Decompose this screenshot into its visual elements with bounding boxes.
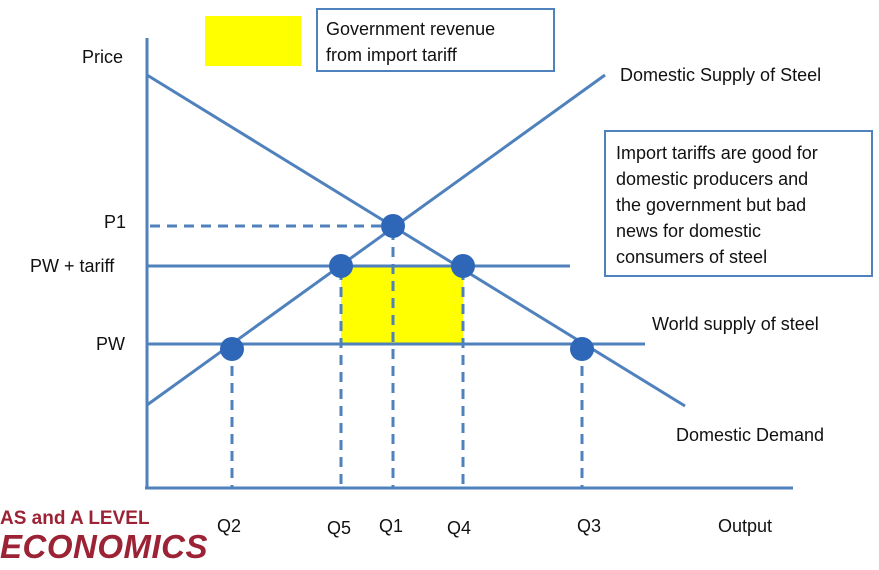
domestic-supply-line: [146, 73, 606, 407]
price-label-p1: P1: [104, 212, 127, 232]
note-line: Import tariffs are good for: [616, 143, 818, 163]
note-line: domestic producers and: [616, 169, 809, 189]
tariff-revenue-area: [341, 266, 463, 344]
note-box: Import tariffs are good for domestic pro…: [604, 130, 873, 277]
point-demand-at-world: [570, 337, 594, 361]
x-axis-label: Output: [718, 516, 773, 536]
quantity-label-q3: Q3: [577, 516, 602, 536]
legend-text-line1: Government revenue: [326, 19, 496, 39]
price-label-pw-tariff: PW + tariff: [30, 256, 115, 276]
quantity-label-q4: Q4: [447, 518, 472, 538]
demand-curve-label: Domestic Demand: [676, 425, 825, 445]
note-line: the government but bad: [616, 195, 807, 215]
point-demand-at-tariff: [451, 254, 475, 278]
brand-logo-text: ECONOMICS: [0, 528, 209, 565]
quantity-label-q1: Q1: [379, 516, 404, 536]
legend-box: Government revenue from import tariff: [316, 8, 555, 72]
supply-curve-label: Domestic Supply of Steel: [620, 65, 822, 85]
price-label-pw: PW: [96, 334, 125, 354]
quantity-label-q5: Q5: [327, 518, 352, 538]
legend-swatch: [205, 16, 301, 66]
quantity-label-q2: Q2: [217, 516, 242, 536]
domestic-demand-line: [146, 73, 686, 408]
point-supply-at-world: [220, 337, 244, 361]
note-line: news for domestic: [616, 221, 762, 241]
brand-line1: AS and A LEVEL: [0, 508, 150, 529]
legend-text-line2: from import tariff: [326, 45, 457, 65]
note-line: consumers of steel: [616, 247, 768, 267]
point-supply-at-tariff: [329, 254, 353, 278]
world-supply-label: World supply of steel: [652, 314, 819, 334]
y-axis-label: Price: [82, 47, 124, 67]
point-equilibrium: [381, 214, 405, 238]
